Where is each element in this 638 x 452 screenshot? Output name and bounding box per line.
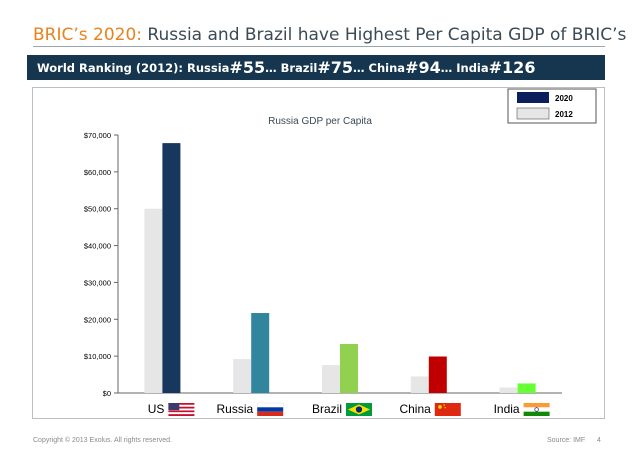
bar-india-2012: [499, 387, 518, 393]
bar-india-2020: [517, 383, 536, 393]
legend-swatch-2012: [516, 107, 550, 120]
china-rank: #94: [405, 58, 441, 77]
banner-sep-1: … Brazil: [265, 60, 318, 75]
legend-swatch-2020: [517, 92, 549, 103]
bar-china-2020: [428, 356, 447, 393]
y-tick-label-3: $30,000: [84, 278, 111, 287]
x-label-india: India: [494, 402, 520, 416]
y-tick-label-1: $10,000: [84, 352, 111, 361]
banner-sep-2: … China: [353, 60, 406, 75]
chart-panel: [32, 87, 605, 419]
x-label-russia: Russia: [217, 402, 254, 416]
brazil-rank: #75: [317, 58, 354, 77]
y-tick-label-0: $0: [103, 389, 111, 398]
y-tick-label-7: $70,000: [84, 131, 111, 140]
bar-russia-2012: [233, 359, 252, 393]
ranking-banner: World Ranking (2012): Russia #55 … Brazi…: [27, 55, 605, 80]
x-label-brazil: Brazil: [312, 402, 342, 416]
copyright-notice: Copyright © 2013 Exolus. All rights rese…: [33, 437, 173, 444]
x-label-us: US: [148, 402, 165, 416]
source-note: Source: IMF: [547, 437, 586, 444]
y-tick-label-2: $20,000: [84, 315, 111, 324]
bar-brazil-2012: [322, 364, 340, 393]
india-flag-icon: [523, 403, 550, 416]
india-rank: #126: [488, 58, 536, 77]
y-tick-label-4: $40,000: [84, 242, 111, 251]
bar-us-2020: [162, 143, 181, 393]
bar-china-2012: [410, 376, 429, 393]
banner-lead: World Ranking (2012): Russia: [37, 60, 230, 75]
y-tick-label-6: $60,000: [84, 168, 111, 177]
title-rest: Russia and Brazil have Highest Per Capit…: [142, 25, 627, 45]
x-label-china: China: [399, 402, 431, 416]
brazil-flag-icon: [346, 403, 372, 416]
russia-rank: #55: [229, 58, 266, 77]
bar-brazil-2020: [340, 343, 358, 393]
bar-us-2012: [144, 208, 163, 393]
title-prefix: BRIC’s 2020:: [33, 25, 143, 45]
russia-flag-icon: [257, 402, 284, 416]
y-tick-label-5: $50,000: [84, 205, 111, 214]
slide-title: BRIC’s 2020: Russia and Brazil have High…: [33, 25, 626, 45]
page-number: 4: [597, 437, 601, 444]
title-divider: [33, 46, 605, 47]
legend-label-2020: 2020: [555, 94, 573, 103]
bar-russia-2020: [251, 313, 270, 393]
us-flag-icon: [168, 403, 195, 416]
china-flag-icon: [434, 403, 461, 416]
bars: [144, 143, 536, 393]
x-axis-labels: US Russia Brazil China India: [148, 402, 550, 416]
legend-label-2012: 2012: [555, 110, 573, 119]
chart-title: Russia GDP per Capita: [268, 116, 372, 127]
banner-sep-3: … India: [440, 60, 489, 75]
legend: 2020 2012: [507, 88, 597, 124]
